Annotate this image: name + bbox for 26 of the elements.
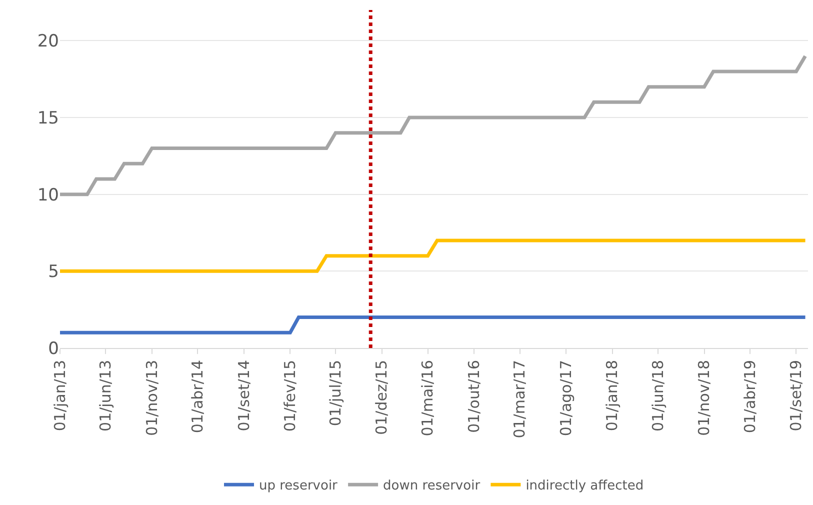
x-tick-label: 01/jun/18 bbox=[648, 360, 667, 432]
x-tick-label: 01/jan/13 bbox=[50, 360, 69, 432]
y-tick-label: 5 bbox=[48, 262, 59, 282]
x-tick-label: 01/set/14 bbox=[234, 360, 253, 432]
x-tick-label: 01/set/19 bbox=[787, 360, 806, 432]
y-tick-label: 0 bbox=[48, 338, 59, 359]
x-tick-label: 01/jan/18 bbox=[603, 360, 622, 432]
x-tick-label: 01/abr/19 bbox=[740, 360, 759, 434]
legend-label: indirectly affected bbox=[526, 478, 644, 494]
y-tick-label: 15 bbox=[37, 108, 59, 128]
y-tick-label: 10 bbox=[37, 185, 59, 206]
x-tick-label: 01/jun/13 bbox=[96, 360, 115, 432]
x-tick-label: 01/jul/15 bbox=[326, 360, 344, 426]
legend-label: down reservoir bbox=[383, 478, 481, 494]
x-tick-label: 01/nov/18 bbox=[695, 360, 714, 436]
x-tick-label: 01/dez/15 bbox=[372, 360, 391, 435]
x-tick-label: 01/out/16 bbox=[464, 360, 483, 433]
y-tick-label: 20 bbox=[37, 32, 59, 52]
x-tick-label: 01/mai/16 bbox=[418, 360, 437, 436]
legend-label: up reservoir bbox=[259, 478, 338, 494]
line-series bbox=[60, 54, 808, 196]
x-tick-label: 01/ago/17 bbox=[556, 360, 575, 436]
x-tick-label: 01/mar/17 bbox=[510, 360, 529, 438]
x-tick-label: 01/nov/13 bbox=[142, 360, 161, 436]
x-tick-label: 01/abr/14 bbox=[188, 360, 206, 434]
x-tick-label: 01/fev/15 bbox=[281, 360, 300, 432]
